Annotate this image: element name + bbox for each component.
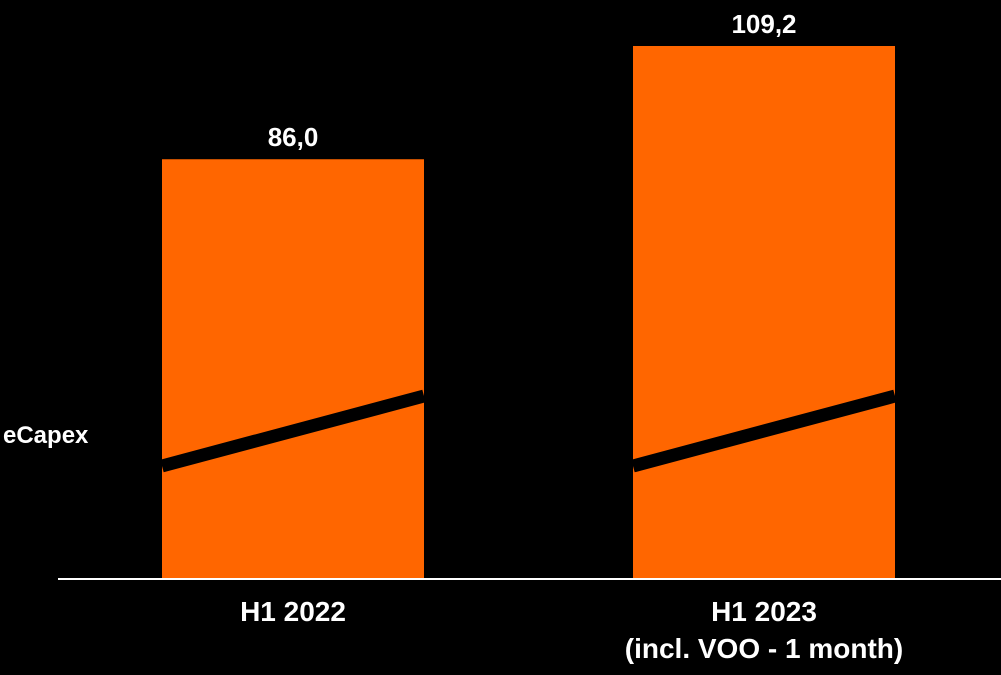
category-label-1-line-1: H1 2022 — [240, 596, 346, 627]
series-label-ecapex: eCapex — [3, 422, 89, 449]
category-label-2-line-1: H1 2023 — [711, 596, 817, 627]
axis-break-group — [160, 389, 897, 473]
axis-break-2 — [631, 389, 897, 473]
bar-1 — [162, 159, 424, 579]
category-labels-group: H1 2022 H1 2023 (incl. VOO - 1 month) — [240, 596, 903, 664]
category-label-2-line-2: (incl. VOO - 1 month) — [625, 633, 903, 664]
axis-break-1 — [160, 389, 426, 473]
bars-group — [162, 46, 895, 579]
value-labels-group: 86,0 109,2 — [268, 9, 797, 152]
value-label-2: 109,2 — [731, 9, 796, 39]
value-label-1: 86,0 — [268, 122, 319, 152]
bar-2 — [633, 46, 895, 579]
